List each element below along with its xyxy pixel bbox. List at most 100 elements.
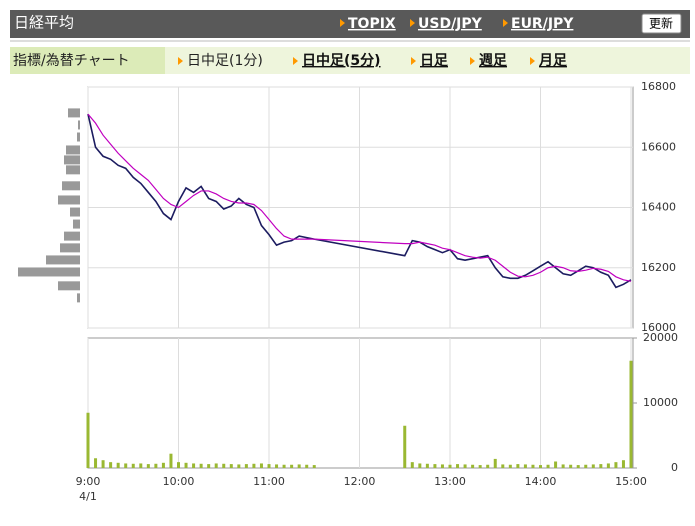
volume-bar (161, 462, 165, 468)
volume-panel (87, 337, 634, 469)
volume-bar (614, 462, 618, 468)
volume-bar (290, 464, 294, 468)
profile-bar (46, 255, 80, 265)
volume-bar (554, 461, 558, 468)
volume-bar (131, 463, 135, 468)
volume-bar (486, 464, 490, 468)
y-tick-label: 16400 (641, 201, 676, 214)
volume-bar (440, 464, 444, 468)
y-tick-label: 20000 (643, 331, 678, 344)
profile-bar (70, 207, 80, 217)
volume-bar (539, 465, 542, 468)
x-tick-label: 12:00 (344, 475, 376, 488)
volume-bar (222, 463, 226, 468)
volume-bar (312, 465, 316, 468)
arrow (530, 57, 535, 65)
volume-bar (584, 464, 588, 468)
arrow (178, 57, 183, 65)
x-tick-label: 14:00 (525, 475, 557, 488)
volume-bar (275, 464, 279, 468)
profile-bar (77, 132, 80, 142)
volume-bar (259, 463, 263, 468)
profile-bar (18, 267, 80, 277)
profile-bar (64, 155, 80, 165)
volume-bar (184, 462, 188, 468)
profile-bar (58, 195, 80, 205)
volume-bar (297, 464, 301, 468)
profile-bar (73, 219, 80, 229)
volume-bar (606, 463, 610, 468)
link[interactable]: USD/JPY (418, 16, 483, 32)
volume-bar (516, 464, 520, 468)
volume-bar (403, 425, 407, 468)
x-tick-label: 11:00 (253, 475, 285, 488)
volume-bar (207, 464, 211, 468)
x-tick-label: 15:00 (615, 475, 647, 488)
volume-bar (433, 464, 437, 468)
profile-bar (58, 281, 80, 291)
nav-tab[interactable]: 日中足(1分) (187, 53, 263, 69)
profile-bar (68, 108, 80, 118)
volume-bar (576, 465, 580, 468)
y-tick-label: 0 (671, 461, 678, 474)
volume-bar (124, 463, 128, 468)
volume-bar (591, 464, 595, 468)
volume-bar (252, 463, 256, 468)
arrow (293, 57, 298, 65)
volume-bar (94, 458, 98, 468)
y-tick-label: 16600 (641, 140, 676, 153)
x-tick-label: 13:00 (434, 475, 466, 488)
volume-bar (101, 460, 105, 468)
volume-bar (282, 464, 286, 468)
title: 日経平均 (14, 14, 74, 32)
volume-bar (463, 464, 467, 468)
volume-bar (169, 453, 173, 468)
price-line (87, 113, 632, 282)
volume-bar (621, 460, 625, 468)
volume-bar (146, 464, 150, 468)
nav-tab[interactable]: 週足 (479, 53, 508, 69)
volume-bar (86, 412, 90, 468)
volume-bar (418, 463, 422, 468)
arrow (411, 57, 416, 65)
nav-tab[interactable]: 日足 (420, 53, 449, 69)
date-label: 4/1 (79, 490, 97, 503)
arrow (340, 19, 345, 27)
volume-bar (569, 464, 573, 468)
volume-bar (629, 360, 633, 468)
volume-bar (237, 464, 241, 468)
y-tick-label: 16200 (641, 261, 676, 274)
arrow (410, 19, 415, 27)
volume-bar (109, 462, 113, 468)
volume-bar (410, 462, 414, 468)
link[interactable]: TOPIX (348, 16, 396, 32)
volume-bar (199, 463, 203, 468)
y-tick-label: 16800 (641, 80, 676, 93)
profile-bar (78, 120, 80, 130)
arrow (503, 19, 508, 27)
profile-bar (66, 165, 80, 175)
volume-bar (154, 463, 158, 468)
volume-bar (425, 463, 429, 468)
volume-bar (493, 458, 497, 468)
arrow (470, 57, 475, 65)
profile-bar (77, 293, 80, 303)
refresh-button[interactable] (641, 13, 682, 34)
link[interactable]: EUR/JPY (511, 16, 574, 32)
volume-bar (508, 464, 512, 468)
x-tick-label: 10:00 (163, 475, 195, 488)
volume-bar (478, 465, 482, 468)
volume-bar (546, 464, 550, 468)
nav-tab[interactable]: 日中足(5分) (302, 52, 381, 69)
profile-bar (62, 181, 80, 191)
volume-bar (177, 462, 180, 468)
button-label[interactable]: 更新 (649, 16, 673, 31)
volume-bar (599, 464, 603, 468)
profile-bar (66, 145, 80, 155)
volume-bar (244, 464, 248, 468)
volume-bar (523, 464, 527, 468)
volume-bar (561, 464, 565, 468)
nav-tab[interactable]: 月足 (538, 53, 568, 69)
volume-bar (229, 464, 233, 468)
